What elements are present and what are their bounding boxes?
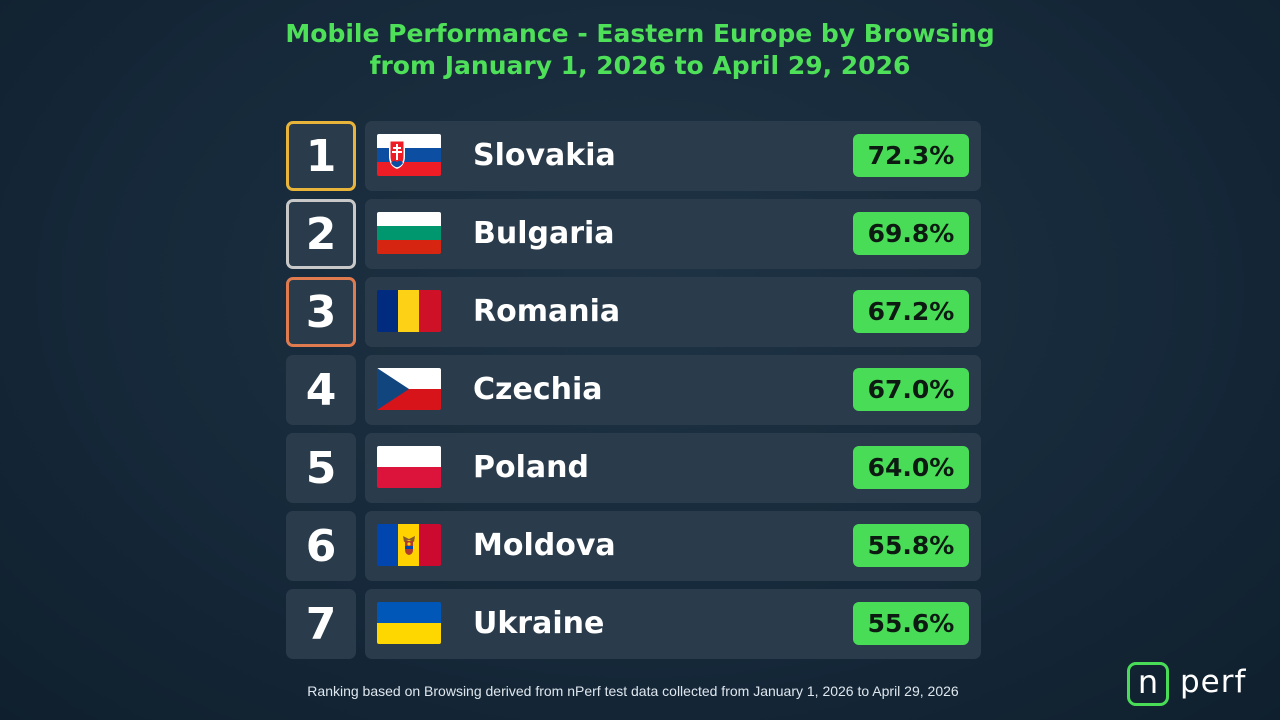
- country-card: Bulgaria 69.8%: [365, 199, 981, 269]
- rank-badge: 5: [286, 433, 356, 503]
- country-card: Moldova 55.8%: [365, 511, 981, 581]
- poland-flag-icon: [377, 446, 441, 488]
- logo-wordmark: perf: [1180, 664, 1247, 700]
- ranking-row: 1 Slovakia 72.3%: [286, 121, 981, 191]
- footnote: Ranking based on Browsing derived from n…: [307, 683, 959, 699]
- ranking-row: 5 Poland 64.0%: [286, 433, 981, 503]
- country-name: Bulgaria: [473, 216, 615, 251]
- country-name: Slovakia: [473, 138, 616, 173]
- country-name: Poland: [473, 450, 589, 485]
- ranking-row: 3 Romania 67.2%: [286, 277, 981, 347]
- value-badge: 72.3%: [853, 134, 969, 177]
- romania-flag-icon: [377, 290, 441, 332]
- rank-badge: 3: [286, 277, 356, 347]
- ranking-row: 2 Bulgaria 69.8%: [286, 199, 981, 269]
- value-badge: 55.8%: [853, 524, 969, 567]
- country-card: Czechia 67.0%: [365, 355, 981, 425]
- nperf-logo: n perf: [1124, 660, 1269, 712]
- slovakia-flag-icon: [377, 134, 441, 176]
- rank-badge: 2: [286, 199, 356, 269]
- rank-badge: 4: [286, 355, 356, 425]
- country-name: Romania: [473, 294, 621, 329]
- value-badge: 67.2%: [853, 290, 969, 333]
- title-line-1: Mobile Performance - Eastern Europe by B…: [285, 19, 995, 48]
- ranking-row: 4 Czechia 67.0%: [286, 355, 981, 425]
- rank-badge: 1: [286, 121, 356, 191]
- moldova-flag-icon: [377, 524, 441, 566]
- country-name: Czechia: [473, 372, 603, 407]
- rank-badge: 6: [286, 511, 356, 581]
- bulgaria-flag-icon: [377, 212, 441, 254]
- country-card: Romania 67.2%: [365, 277, 981, 347]
- country-card: Ukraine 55.6%: [365, 589, 981, 659]
- title-line-2: from January 1, 2026 to April 29, 2026: [369, 51, 911, 80]
- ukraine-flag-icon: [377, 602, 441, 644]
- country-name: Moldova: [473, 528, 616, 563]
- value-badge: 64.0%: [853, 446, 969, 489]
- logo-n-box: n: [1127, 662, 1169, 706]
- value-badge: 55.6%: [853, 602, 969, 645]
- country-card: Poland 64.0%: [365, 433, 981, 503]
- rank-badge: 7: [286, 589, 356, 659]
- value-badge: 69.8%: [853, 212, 969, 255]
- page-title: Mobile Performance - Eastern Europe by B…: [0, 18, 1280, 82]
- ranking-row: 7 Ukraine 55.6%: [286, 589, 981, 659]
- czechia-flag-icon: [377, 368, 441, 410]
- logo-n-glyph: n: [1137, 663, 1159, 701]
- country-name: Ukraine: [473, 606, 605, 641]
- ranking-row: 6 Moldova 55.8%: [286, 511, 981, 581]
- value-badge: 67.0%: [853, 368, 969, 411]
- country-card: Slovakia 72.3%: [365, 121, 981, 191]
